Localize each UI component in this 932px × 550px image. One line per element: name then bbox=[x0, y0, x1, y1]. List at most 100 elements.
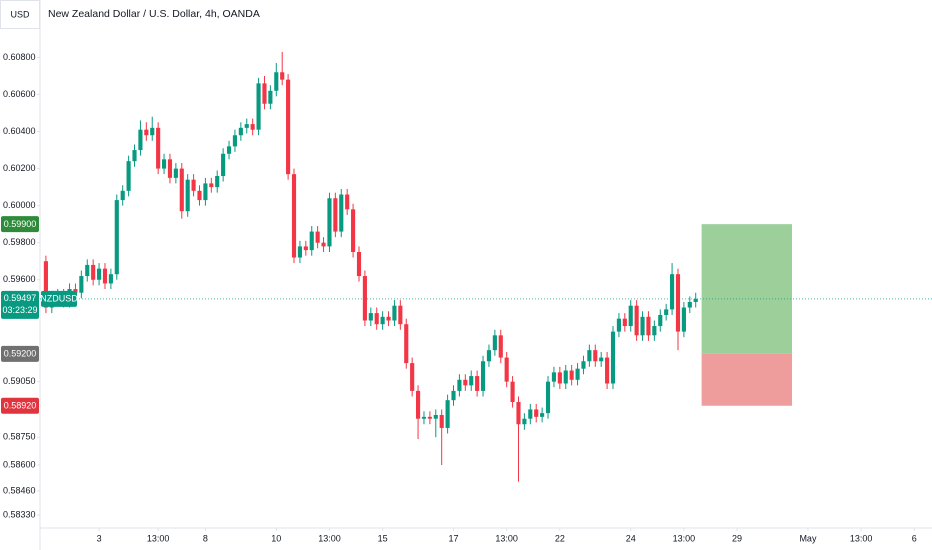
candle-body bbox=[167, 159, 173, 178]
candle-body bbox=[161, 159, 167, 169]
candle-body bbox=[256, 83, 261, 130]
countdown-text: 03:23:29 bbox=[2, 305, 37, 315]
candle-body bbox=[693, 298, 698, 302]
candle-body bbox=[675, 274, 681, 332]
candle-body bbox=[439, 414, 444, 428]
y-tick-label: 0.59800 bbox=[3, 237, 36, 247]
candle-body bbox=[327, 198, 332, 247]
candle-body bbox=[179, 168, 184, 212]
entry-label-box bbox=[1, 345, 39, 362]
x-tick-label: 15 bbox=[378, 533, 388, 543]
candle-body bbox=[339, 194, 344, 232]
entry-label-text: 0.59200 bbox=[4, 349, 37, 359]
candle-body bbox=[380, 316, 385, 325]
y-tick-label: 0.58750 bbox=[3, 432, 36, 442]
candle-body bbox=[628, 305, 633, 327]
candle-body bbox=[622, 318, 627, 327]
sl-label-text: 0.58920 bbox=[4, 401, 37, 411]
candle-body bbox=[593, 350, 598, 362]
candle-body bbox=[469, 376, 474, 386]
candle-body bbox=[345, 194, 350, 210]
candle-body bbox=[274, 72, 279, 91]
candle-body bbox=[486, 350, 492, 362]
candle-body bbox=[646, 316, 651, 336]
candle-body bbox=[368, 313, 373, 321]
candle-body bbox=[427, 416, 432, 419]
candle-body bbox=[215, 176, 220, 188]
candle-body bbox=[563, 370, 568, 384]
candle-body bbox=[522, 418, 527, 425]
candle-body bbox=[658, 314, 663, 327]
x-tick-label: 13:00 bbox=[850, 533, 873, 543]
candle-body bbox=[244, 124, 249, 128]
candle-body bbox=[79, 276, 84, 293]
candle-body bbox=[374, 313, 379, 325]
candle-body bbox=[392, 305, 397, 321]
candle-body bbox=[463, 379, 468, 386]
symbol-text: NZDUSD bbox=[40, 294, 78, 304]
candle-body bbox=[640, 316, 645, 336]
x-tick-label: 13:00 bbox=[318, 533, 341, 543]
y-tick-label: 0.59050 bbox=[3, 376, 36, 386]
candle-body bbox=[203, 183, 208, 201]
candle-body bbox=[664, 309, 669, 315]
tp-label-text: 0.59900 bbox=[4, 219, 37, 229]
last-price-box bbox=[1, 290, 39, 319]
candle-body bbox=[605, 357, 610, 384]
candle-body bbox=[610, 331, 616, 384]
candle-body bbox=[534, 409, 539, 417]
candle-body bbox=[681, 307, 686, 332]
candle-body bbox=[687, 301, 692, 308]
x-tick-label: 13:00 bbox=[147, 533, 170, 543]
last-price-text: 0.59497 bbox=[4, 293, 37, 303]
x-tick-label: 29 bbox=[732, 533, 742, 543]
candle-body bbox=[404, 324, 409, 364]
candle-body bbox=[173, 168, 178, 178]
candle-body bbox=[73, 289, 78, 293]
candle-body bbox=[132, 150, 137, 162]
candle-body bbox=[197, 190, 202, 201]
candle-body bbox=[451, 390, 456, 401]
candle-body bbox=[575, 368, 580, 380]
y-tick-label: 0.59600 bbox=[3, 274, 36, 284]
candle-body bbox=[221, 153, 226, 176]
x-tick-label: May bbox=[799, 533, 817, 543]
candle-body bbox=[398, 305, 403, 325]
x-tick-label: 13:00 bbox=[495, 533, 518, 543]
candle-body bbox=[545, 381, 551, 414]
x-tick-label: 3 bbox=[97, 533, 102, 543]
candle-body bbox=[150, 127, 155, 136]
candle-body bbox=[356, 251, 362, 277]
candle-body bbox=[445, 400, 450, 428]
candle-body bbox=[652, 326, 657, 336]
candle-body bbox=[138, 129, 143, 151]
candle-body bbox=[286, 79, 291, 175]
candle-body bbox=[528, 409, 533, 419]
candle-body bbox=[185, 179, 190, 212]
candle-body bbox=[85, 264, 90, 277]
y-tick-label: 0.58330 bbox=[3, 509, 36, 519]
candle-body bbox=[587, 350, 592, 362]
currency-button[interactable] bbox=[0, 0, 40, 29]
profit-zone bbox=[701, 224, 792, 354]
candle-body bbox=[250, 124, 255, 130]
candle-body bbox=[156, 127, 161, 169]
candle-body bbox=[102, 268, 108, 284]
candle-body bbox=[498, 335, 503, 358]
candle-body bbox=[297, 246, 302, 258]
x-tick-label: 22 bbox=[555, 533, 565, 543]
x-tick-label: 13:00 bbox=[673, 533, 696, 543]
candle-body bbox=[321, 242, 326, 247]
candle-body bbox=[433, 414, 438, 419]
y-tick-label: 0.60000 bbox=[3, 200, 36, 210]
y-tick-label: 0.58600 bbox=[3, 459, 36, 469]
candle-body bbox=[516, 402, 521, 425]
x-tick-label: 6 bbox=[912, 533, 917, 543]
candle-body bbox=[226, 146, 232, 154]
candle-body bbox=[557, 372, 562, 384]
x-tick-label: 10 bbox=[271, 533, 281, 543]
candle-body bbox=[232, 135, 238, 147]
candle-body bbox=[262, 83, 267, 104]
